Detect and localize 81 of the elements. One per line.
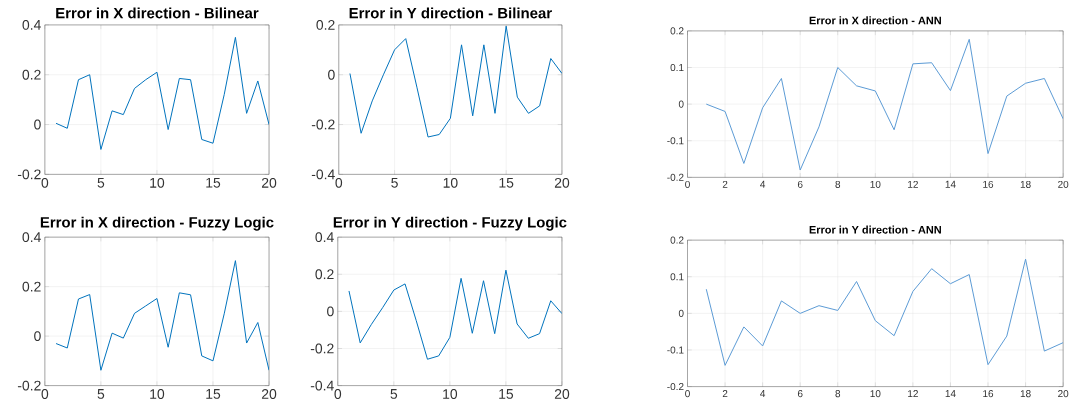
x-tick-label: 16	[983, 390, 994, 398]
x-tick-label: 2	[722, 390, 728, 398]
x-tick-label: 12	[908, 181, 918, 189]
line-series	[705, 39, 1064, 171]
y-tick-label: 0.1	[670, 64, 684, 72]
chart-title: Error in Y direction - ANN	[809, 225, 941, 234]
y-tick-label: 0.4	[22, 232, 41, 243]
y-tick-label: 0.4	[22, 20, 41, 31]
x-tick-label: 15	[206, 389, 221, 400]
x-tick-label: 10	[443, 178, 458, 189]
line-series	[348, 269, 562, 360]
x-tick-label: 5	[391, 178, 398, 188]
y-tick-label: 0	[327, 306, 334, 317]
chart-title: Error in X direction - ANN	[809, 16, 941, 25]
x-tick-label: 6	[797, 181, 803, 189]
x-tick-label: 10	[150, 178, 165, 189]
y-tick-label: 0.2	[670, 236, 684, 244]
y-tick-label: -0.2	[667, 383, 684, 391]
chart-title: Error in Y direction - Fuzzy Logic	[333, 216, 567, 231]
y-tick-label: 0.2	[22, 281, 41, 292]
x-tick-label: 0	[334, 389, 342, 400]
y-tick-label: -0.4	[310, 380, 334, 391]
x-tick-label: 18	[1020, 181, 1031, 189]
x-tick-label: 6	[797, 390, 803, 398]
x-tick-label: 20	[554, 389, 570, 400]
x-tick-label: 10	[870, 181, 881, 189]
x-tick-label: 0	[685, 181, 690, 189]
y-tick-label: -0.4	[311, 169, 335, 180]
x-tick-label: 20	[261, 389, 277, 400]
x-tick-label: 14	[945, 181, 956, 188]
y-tick-label: 0	[34, 119, 41, 130]
x-tick-label: 10	[150, 389, 165, 400]
x-tick-label: 16	[983, 181, 994, 189]
line-series	[349, 25, 562, 138]
chart-title: Error in X direction - Bilinear	[56, 7, 259, 19]
x-tick-label: 0	[41, 389, 49, 400]
y-tick-label: 0	[678, 100, 684, 108]
x-tick-label: 10	[443, 389, 458, 400]
y-tick-label: -0.2	[310, 343, 334, 354]
x-tick-label: 2	[722, 181, 728, 189]
x-tick-label: 4	[760, 390, 766, 398]
x-tick-label: 14	[945, 390, 956, 398]
y-tick-label: 0	[34, 331, 41, 342]
y-tick-label: 0.2	[316, 20, 335, 31]
y-tick-label: 0.1	[670, 273, 684, 281]
x-tick-label: 12	[908, 390, 918, 398]
x-tick-label: 18	[1020, 390, 1031, 398]
y-tick-label: -0.1	[667, 346, 684, 354]
line-series	[55, 37, 270, 151]
chart-title: Error in Y direction - Bilinear	[349, 7, 552, 19]
x-tick-label: 0	[685, 390, 690, 398]
y-tick-label: -0.2	[667, 174, 684, 182]
chart-title: Error in X direction - Fuzzy Logic	[40, 216, 274, 231]
y-tick-label: -0.2	[311, 119, 335, 130]
x-tick-label: 20	[261, 178, 277, 189]
x-tick-label: 20	[1058, 390, 1069, 398]
x-tick-label: 5	[97, 389, 105, 400]
y-tick-label: 0.2	[670, 27, 684, 35]
y-tick-label: -0.2	[17, 380, 41, 391]
y-tick-label: 0.4	[315, 232, 334, 243]
y-tick-label: 0	[328, 70, 335, 80]
x-tick-label: 15	[206, 178, 221, 188]
line-series	[55, 260, 270, 372]
x-tick-label: 0	[41, 178, 49, 189]
x-tick-label: 10	[870, 390, 881, 398]
x-tick-label: 20	[554, 178, 570, 189]
x-tick-label: 4	[760, 181, 766, 188]
y-tick-label: 0	[678, 310, 684, 318]
y-tick-label: 0.2	[22, 70, 41, 80]
x-tick-label: 15	[499, 389, 514, 400]
x-tick-label: 0	[335, 178, 343, 189]
x-tick-label: 8	[835, 390, 841, 398]
x-tick-label: 5	[390, 389, 398, 400]
x-tick-label: 15	[499, 178, 514, 188]
y-tick-label: -0.1	[667, 137, 684, 145]
y-tick-label: -0.2	[17, 169, 41, 180]
x-tick-label: 5	[97, 178, 105, 188]
x-tick-label: 8	[835, 181, 841, 189]
x-tick-label: 20	[1058, 181, 1069, 189]
y-tick-label: 0.2	[315, 269, 334, 280]
line-series	[705, 258, 1064, 367]
